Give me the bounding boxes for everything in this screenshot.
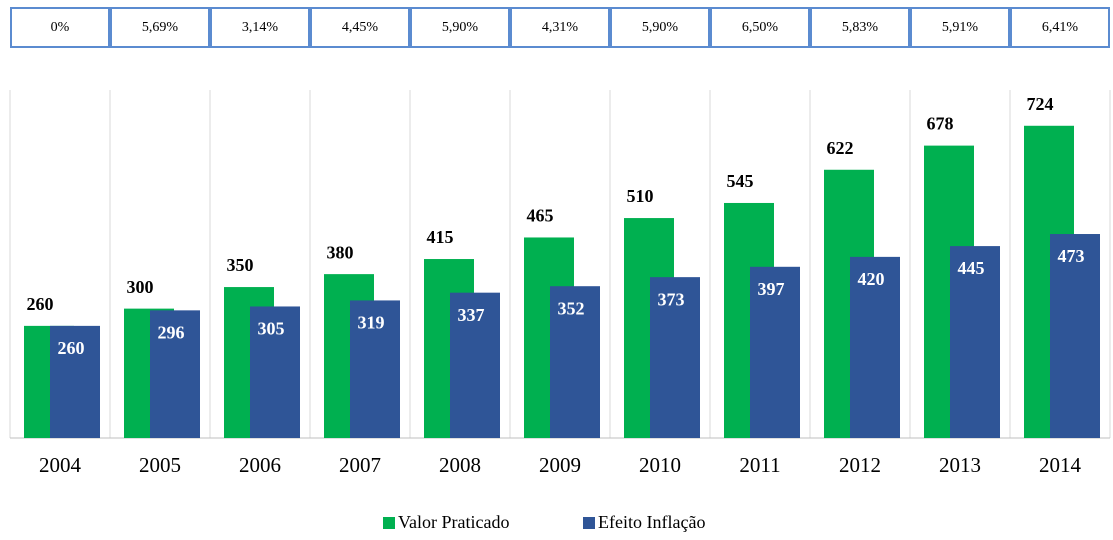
rate-box: [1010, 7, 1110, 48]
value-label: 260: [58, 338, 85, 358]
rate-box: [110, 7, 210, 48]
value-label: 678: [927, 114, 954, 134]
value-label: 473: [1058, 246, 1085, 266]
value-label: 445: [958, 258, 985, 278]
x-tick-label: 2005: [139, 453, 181, 477]
rate-label: 5,69%: [142, 20, 179, 35]
rate-box: [610, 7, 710, 48]
rate-label: 5,83%: [842, 20, 879, 35]
value-label: 415: [427, 227, 454, 247]
value-label: 397: [758, 279, 785, 299]
legend-label: Efeito Inflação: [598, 512, 705, 532]
x-tick-label: 2011: [739, 453, 780, 477]
value-label: 373: [658, 289, 685, 309]
x-tick-label: 2012: [839, 453, 881, 477]
rate-label: 6,50%: [742, 20, 779, 35]
value-label: 305: [258, 319, 285, 339]
rate-box: [10, 7, 110, 48]
rate-label: 5,91%: [942, 20, 979, 35]
rate-box: [210, 7, 310, 48]
x-tick-label: 2013: [939, 453, 981, 477]
value-label: 350: [227, 255, 254, 275]
value-label: 260: [27, 294, 54, 314]
bar: [550, 286, 600, 438]
rate-box: [810, 7, 910, 48]
value-label: 352: [558, 298, 585, 318]
value-label: 510: [627, 186, 654, 206]
bar: [150, 310, 200, 438]
x-tick-label: 2004: [39, 453, 82, 477]
x-tick-label: 2007: [339, 453, 381, 477]
rate-label: 5,90%: [442, 20, 479, 35]
rate-box: [710, 7, 810, 48]
rate-box: [310, 7, 410, 48]
rate-label: 5,90%: [642, 20, 679, 35]
legend-label: Valor Praticado: [398, 512, 509, 532]
value-label: 622: [827, 138, 854, 158]
rate-label: 6,41%: [1042, 20, 1079, 35]
bar: [1050, 234, 1100, 438]
value-label: 337: [458, 305, 485, 325]
bar: [450, 292, 500, 438]
x-tick-label: 2014: [1039, 453, 1082, 477]
rate-label: 0%: [51, 20, 70, 35]
value-label: 724: [1027, 94, 1054, 114]
rate-box: [910, 7, 1010, 48]
value-label: 296: [158, 322, 185, 342]
bar: [50, 325, 100, 438]
bar: [250, 306, 300, 438]
bar: [350, 300, 400, 438]
x-tick-label: 2008: [439, 453, 481, 477]
value-label: 319: [358, 313, 385, 333]
rate-box: [510, 7, 610, 48]
legend-swatch: [383, 517, 395, 529]
bar: [950, 246, 1000, 438]
x-tick-label: 2009: [539, 453, 581, 477]
x-tick-label: 2010: [639, 453, 681, 477]
rate-label: 4,45%: [342, 20, 379, 35]
value-label: 420: [858, 269, 885, 289]
value-label: 300: [127, 277, 154, 297]
value-label: 545: [727, 171, 754, 191]
value-label: 380: [327, 242, 354, 262]
rate-label: 3,14%: [242, 20, 279, 35]
legend-swatch: [583, 517, 595, 529]
bar: [750, 266, 800, 438]
bar: [650, 277, 700, 438]
value-label: 465: [527, 206, 554, 226]
rate-label: 4,31%: [542, 20, 579, 35]
bar: [850, 256, 900, 438]
x-tick-label: 2006: [239, 453, 281, 477]
rate-box: [410, 7, 510, 48]
